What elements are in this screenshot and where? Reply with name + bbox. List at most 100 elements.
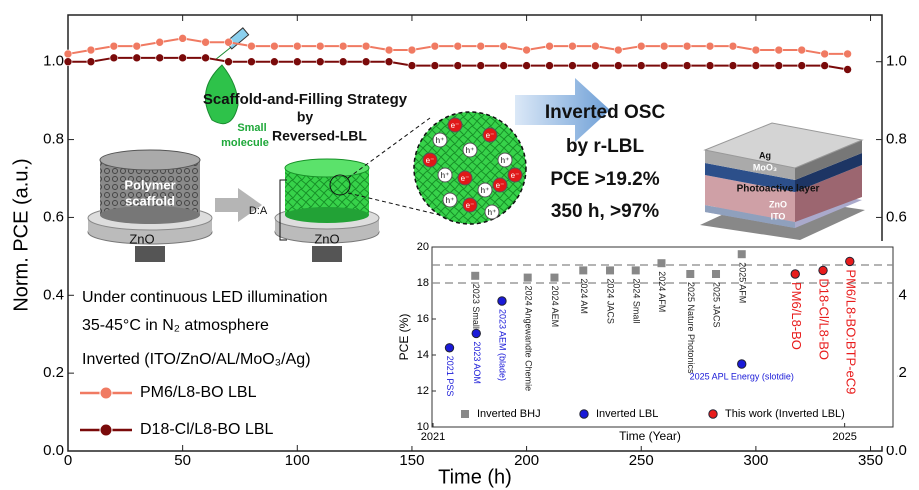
series-marker	[453, 61, 463, 70]
legend-marker	[99, 386, 113, 400]
point	[471, 328, 481, 339]
zno-label: ZnO	[129, 231, 154, 246]
legend-label: PM6/L8-BO LBL	[140, 384, 257, 401]
y-tick-label: 20	[417, 241, 429, 253]
layer-label: ZnO	[769, 199, 787, 209]
series-marker	[751, 61, 761, 70]
series-marker	[774, 61, 784, 70]
point-label: PM6/L8-BO	[789, 282, 804, 350]
legend-label: This work (Inverted LBL)	[725, 408, 845, 420]
point	[471, 271, 480, 280]
series-marker	[453, 41, 463, 51]
series-marker	[201, 37, 210, 47]
series-marker	[430, 61, 440, 70]
series-marker	[797, 45, 807, 55]
rotor	[135, 246, 165, 262]
point	[657, 259, 666, 268]
x-axis-title: Time (h)	[438, 466, 512, 488]
point-label: 2024 AM	[579, 278, 589, 314]
series-marker	[63, 57, 73, 67]
series-marker	[591, 61, 600, 70]
series-marker	[270, 57, 279, 67]
da-label: D:A	[249, 205, 268, 217]
schematic: Scaffold-and-Filling Strategy by Reverse…	[87, 27, 865, 262]
x-tick-label: 350	[858, 452, 883, 469]
scaffold-label: scaffold	[125, 193, 175, 208]
series-marker	[682, 41, 692, 51]
y-tick-label: 0.4	[43, 286, 64, 303]
series-marker	[201, 53, 210, 63]
series-marker	[476, 61, 486, 70]
series-marker	[614, 45, 623, 55]
series-marker	[224, 37, 233, 47]
carrier	[422, 152, 438, 168]
layer-ag	[703, 122, 864, 169]
series-marker	[430, 41, 440, 51]
point-label: 2024 Small	[631, 278, 641, 323]
x-tick-label: 300	[743, 452, 768, 469]
y-tick-label: 12	[417, 385, 429, 397]
point-label: 2024 JACS	[606, 278, 616, 324]
carrier-label: h⁺	[466, 146, 475, 155]
series-marker	[751, 45, 761, 55]
series-marker	[591, 41, 600, 51]
point-label: 2024 AFM	[657, 271, 667, 312]
point-label: 2024 AEM	[550, 286, 560, 328]
zoom-line	[347, 192, 441, 216]
point	[550, 273, 559, 282]
layer-moo3	[705, 163, 795, 192]
layer-moo3	[795, 153, 862, 192]
point-label: 2025 JACS	[712, 282, 722, 328]
series-marker	[315, 41, 325, 51]
legend-label: Inverted BHJ	[477, 408, 541, 420]
series-marker	[155, 37, 165, 47]
series-marker	[178, 34, 187, 43]
point-label: 2021 PSS	[445, 356, 455, 397]
series-marker	[361, 41, 371, 51]
point-label: PM6/L8-BO:BTP-eC9	[843, 269, 858, 394]
y-axis-title: PCE (%)	[397, 314, 411, 361]
strategy-title: Reversed-LBL	[272, 128, 367, 144]
y-tick-label: 16	[417, 313, 429, 325]
series-marker	[659, 61, 669, 70]
series-marker	[270, 41, 279, 51]
series-marker	[132, 53, 142, 63]
y-tick-label: 0.0	[43, 442, 64, 459]
point	[712, 270, 721, 278]
y-tick-label: 10	[417, 421, 429, 433]
carrier-label: e⁻	[511, 171, 520, 180]
layer-label: Ag	[759, 150, 771, 160]
legend-marker	[708, 409, 718, 419]
series-marker	[384, 57, 394, 67]
y-tick-label: 0.8	[43, 131, 64, 148]
legend-marker	[579, 409, 589, 419]
legend-label: Inverted LBL	[596, 408, 658, 420]
carrier	[457, 170, 473, 186]
point-label: 2023 Small	[471, 284, 481, 329]
annotation: 35-45°C in N₂ atmosphere	[82, 317, 269, 334]
series-marker	[522, 61, 531, 70]
carrier	[484, 204, 500, 220]
series-marker	[728, 61, 738, 70]
droplet	[205, 39, 241, 125]
carrier	[492, 177, 508, 193]
x-tick-label: 50	[174, 452, 191, 469]
point-label: D18-Cl/L8-BO	[817, 278, 832, 360]
series-marker	[797, 61, 807, 70]
carrier-label: e⁻	[496, 181, 505, 190]
series-marker	[224, 57, 233, 67]
point	[845, 256, 855, 267]
series-marker	[247, 41, 256, 51]
carrier-label: e⁻	[466, 201, 475, 210]
y2-tick-label: 0.8	[886, 131, 907, 148]
point-label: 2025 AFM	[737, 262, 747, 303]
point	[686, 270, 695, 278]
point	[737, 359, 747, 369]
series-marker	[63, 49, 73, 59]
layer-label: MoO₃	[753, 162, 777, 172]
y-tick-label: 0.2	[43, 364, 64, 381]
x-tick-label: 2025	[832, 431, 856, 443]
series-marker	[178, 53, 187, 63]
x-tick-label: 150	[399, 452, 424, 469]
legend-marker	[461, 410, 469, 418]
